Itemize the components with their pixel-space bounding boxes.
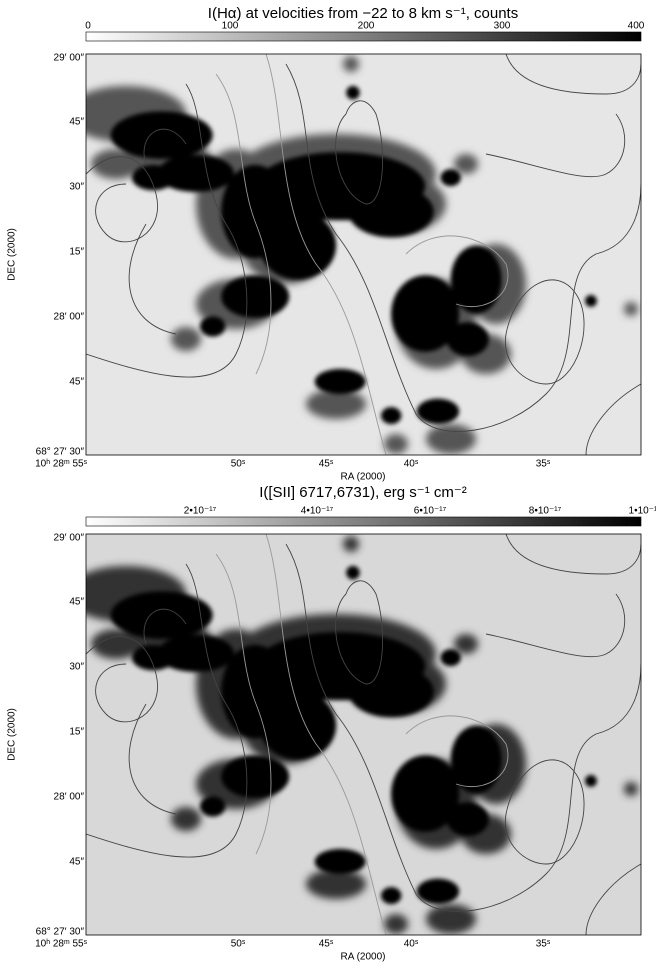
colorbar-tick-label: 6•10⁻¹⁷	[414, 506, 447, 517]
sky-image	[66, 54, 641, 455]
y-axis-label: DEC (2000)	[7, 228, 18, 281]
x-tick-label: 40ˢ	[404, 939, 419, 950]
colorbar-tick-label: 1•10⁻¹⁶	[629, 506, 656, 517]
y-tick-label: 45″	[69, 117, 84, 128]
panel: I([SII] 6717,6731), erg s⁻¹ cm⁻² 2•10⁻¹⁷ 4…	[7, 484, 656, 963]
x-tick-label: 10ʰ 28ᵐ 55ˢ	[35, 939, 87, 950]
colorbar-tick-label: 300	[494, 21, 511, 32]
y-axis-label: DEC (2000)	[7, 708, 18, 761]
colorbar-tick-label: 2•10⁻¹⁷	[184, 506, 217, 517]
panel-title: I(Hα) at velocities from −22 to 8 km s⁻¹…	[208, 5, 518, 22]
y-tick-label: 15″	[69, 727, 84, 738]
x-tick-label: 35ˢ	[536, 939, 551, 950]
colorbar-tick-label: 200	[358, 21, 375, 32]
x-tick-label: 45ˢ	[319, 459, 334, 470]
x-axis-label: RA (2000)	[340, 472, 385, 483]
colorbar-tick-label: 0	[85, 21, 91, 32]
panel: I(Hα) at velocities from −22 to 8 km s⁻¹…	[7, 5, 645, 483]
colorbar	[86, 32, 641, 41]
y-tick-label: 68° 27′ 30″	[36, 927, 85, 938]
y-tick-label: 30″	[69, 662, 84, 673]
y-tick-label: 28′ 00″	[54, 312, 85, 323]
y-tick-label: 30″	[69, 182, 84, 193]
colorbar-tick-label: 4•10⁻¹⁷	[301, 506, 334, 517]
y-tick-label: 29′ 00″	[54, 533, 85, 544]
colorbar-tick-label: 100	[222, 21, 239, 32]
x-tick-label: 50ˢ	[231, 459, 246, 470]
y-tick-label: 15″	[69, 247, 84, 258]
y-tick-label: 29′ 00″	[54, 53, 85, 64]
panel-title: I([SII] 6717,6731), erg s⁻¹ cm⁻²	[259, 484, 467, 501]
x-tick-label: 40ˢ	[404, 459, 419, 470]
x-tick-label: 10ʰ 28ᵐ 55ˢ	[35, 459, 87, 470]
sky-image	[66, 534, 641, 935]
figure: I(Hα) at velocities from −22 to 8 km s⁻¹…	[0, 0, 656, 968]
y-tick-label: 68° 27′ 30″	[36, 447, 85, 458]
x-axis-label: RA (2000)	[340, 952, 385, 963]
colorbar-tick-label: 8•10⁻¹⁷	[529, 506, 562, 517]
colorbar	[86, 517, 641, 526]
y-tick-label: 45″	[69, 377, 84, 388]
x-tick-label: 50ˢ	[231, 939, 246, 950]
y-tick-label: 45″	[69, 857, 84, 868]
x-tick-label: 45ˢ	[319, 939, 334, 950]
y-tick-label: 28′ 00″	[54, 792, 85, 803]
colorbar-tick-label: 400	[628, 21, 645, 32]
y-tick-label: 45″	[69, 597, 84, 608]
x-tick-label: 35ˢ	[536, 459, 551, 470]
